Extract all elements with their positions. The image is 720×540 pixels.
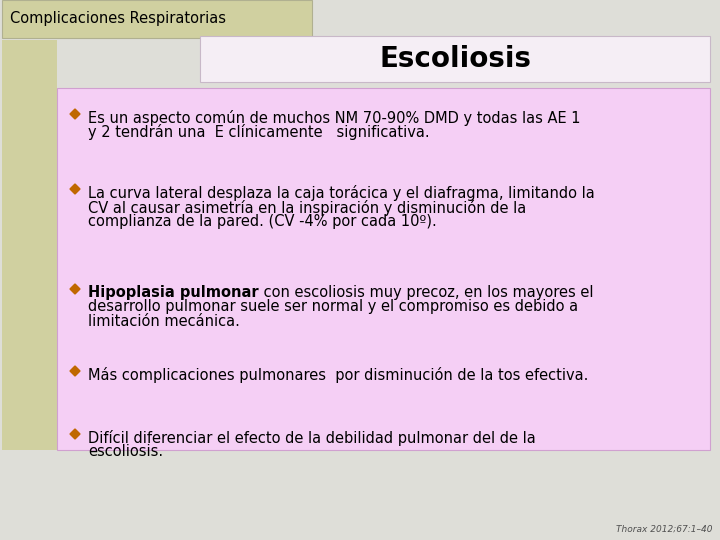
Text: Thorax 2012;67:1–40: Thorax 2012;67:1–40 [616,525,713,534]
Polygon shape [70,429,80,439]
FancyBboxPatch shape [200,36,710,82]
Text: Escoliosis: Escoliosis [379,45,531,73]
FancyBboxPatch shape [57,88,710,450]
Text: complianza de la pared. (CV -4% por cada 10º).: complianza de la pared. (CV -4% por cada… [88,214,437,229]
Text: con escoliosis muy precoz, en los mayores el: con escoliosis muy precoz, en los mayore… [258,285,593,300]
Text: Complicaciones Respiratorias: Complicaciones Respiratorias [10,11,226,26]
Polygon shape [70,109,80,119]
Text: Difícil diferenciar el efecto de la debilidad pulmonar del de la: Difícil diferenciar el efecto de la debi… [88,430,536,446]
Text: limitación mecánica.: limitación mecánica. [88,314,240,329]
FancyBboxPatch shape [2,40,57,450]
Text: CV al causar asimetría en la inspiración y disminución de la: CV al causar asimetría en la inspiración… [88,199,526,215]
Polygon shape [70,184,80,194]
Polygon shape [70,366,80,376]
Text: desarrollo pulmonar suele ser normal y el compromiso es debido a: desarrollo pulmonar suele ser normal y e… [88,300,578,314]
Text: Hipoplasia pulmonar: Hipoplasia pulmonar [88,285,258,300]
Text: Más complicaciones pulmonares  por disminución de la tos efectiva.: Más complicaciones pulmonares por dismin… [88,367,588,383]
Text: La curva lateral desplaza la caja torácica y el diafragma, limitando la: La curva lateral desplaza la caja toráci… [88,185,595,201]
Text: y 2 tendrán una  E clínicamente   significativa.: y 2 tendrán una E clínicamente significa… [88,125,430,140]
Text: escoliosis.: escoliosis. [88,444,163,460]
Polygon shape [70,284,80,294]
FancyBboxPatch shape [2,0,312,38]
Text: Es un aspecto común de muchos NM 70-90% DMD y todas las AE 1: Es un aspecto común de muchos NM 70-90% … [88,110,580,126]
